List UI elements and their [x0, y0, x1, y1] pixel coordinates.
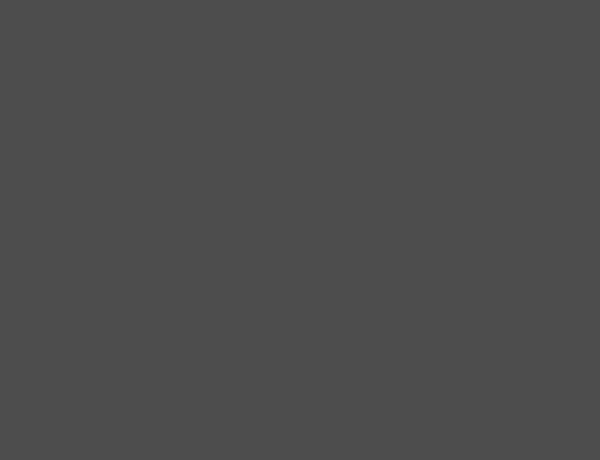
network-edges-layer: [0, 0, 600, 460]
network-graph-canvas[interactable]: [0, 0, 600, 460]
